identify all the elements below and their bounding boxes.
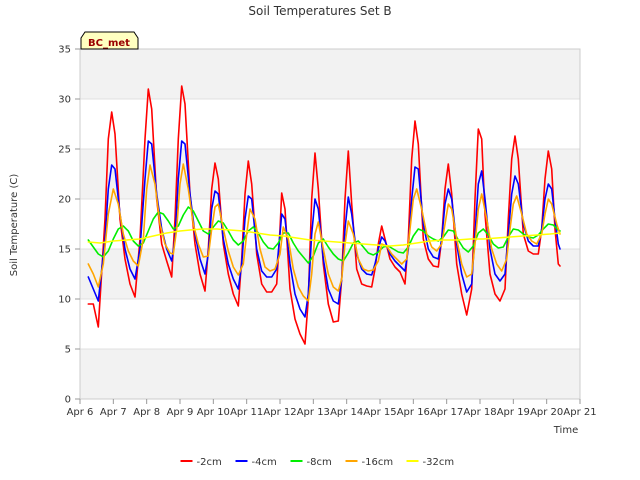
- legend: -2cm -4cm -8cm -16cm -32cm: [180, 457, 455, 468]
- x-axis-ticks: Apr 6 Apr 7 Apr 8 Apr 9 Apr 10 Apr 11 Apr 12 Ap…: [67, 399, 597, 418]
- x-tick-label: Apr 15: [363, 407, 396, 418]
- x-tick-label: Apr 13: [297, 407, 330, 418]
- x-tick-label: Apr 16: [397, 407, 430, 418]
- y-tick-label: 0: [65, 395, 71, 406]
- x-tick-label: Apr 7: [100, 407, 127, 418]
- y-tick-label: 25: [58, 145, 71, 156]
- x-tick-label: Apr 20: [530, 407, 563, 418]
- y-tick-label: 10: [58, 295, 71, 306]
- series-line-8cm: [87, 206, 561, 264]
- x-tick-label: Apr 8: [133, 407, 160, 418]
- x-tick-label: Apr 11: [230, 407, 263, 418]
- badge-shape: [80, 31, 139, 50]
- y-tick-label: 5: [65, 345, 71, 356]
- grid-band: [80, 349, 580, 399]
- x-tick-label: Apr 19: [497, 407, 530, 418]
- x-tick-label: Apr 21: [563, 407, 596, 418]
- y-tick-label: 20: [58, 195, 71, 206]
- x-tick-label: Apr 18: [463, 407, 496, 418]
- x-tick-label: Apr 14: [330, 407, 363, 418]
- x-axis-label: Time: [553, 425, 578, 436]
- legend-label: -4cm: [252, 457, 277, 468]
- grid-band: [80, 249, 580, 299]
- legend-label: -2cm: [197, 457, 222, 468]
- y-axis-ticks: 0 5 10 15 20 25 30 35: [58, 45, 80, 406]
- series-line-16cm: [87, 163, 561, 302]
- legend-label: -16cm: [362, 457, 394, 468]
- y-axis-label: Soil Temperature (C): [9, 174, 20, 277]
- x-tick-label: Apr 17: [430, 407, 463, 418]
- badge-label: BC_met: [88, 38, 130, 49]
- grid-band: [80, 149, 580, 199]
- x-tick-label: Apr 12: [263, 407, 296, 418]
- station-badge: BC_met: [80, 31, 139, 50]
- x-tick-label: Apr 9: [167, 407, 194, 418]
- series-line-32cm: [87, 228, 561, 247]
- chart-title: Soil Temperatures Set B: [248, 4, 391, 18]
- x-tick-label: Apr 6: [67, 407, 94, 418]
- y-tick-label: 30: [58, 95, 71, 106]
- y-tick-label: 15: [58, 245, 71, 256]
- series-lines: [87, 85, 561, 345]
- legend-label: -32cm: [423, 457, 455, 468]
- x-tick-label: Apr 10: [197, 407, 230, 418]
- y-tick-label: 35: [58, 45, 71, 56]
- plot-area-border: [79, 48, 581, 400]
- grid-band: [80, 49, 580, 99]
- legend-label: -8cm: [307, 457, 332, 468]
